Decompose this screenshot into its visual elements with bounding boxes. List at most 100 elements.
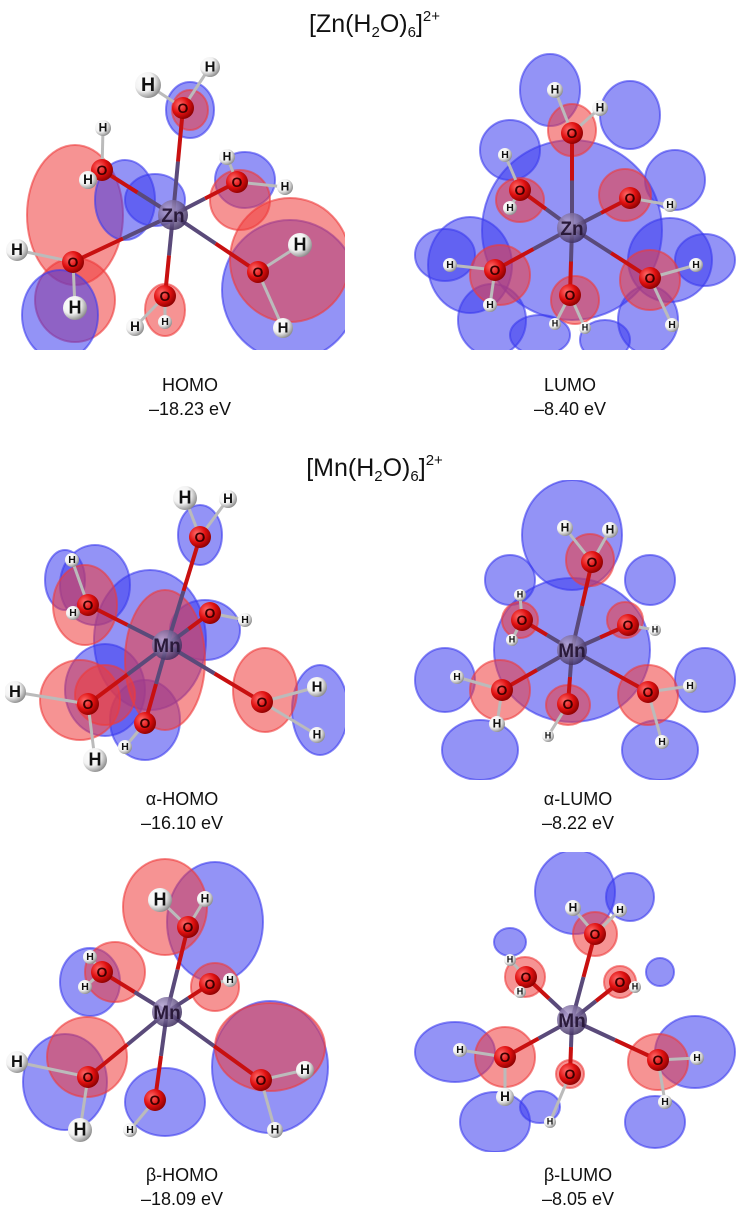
hydrogen-symbol: H xyxy=(693,1052,701,1064)
hydrogen-symbol: H xyxy=(446,259,454,271)
zn-complex-title: [Zn(H2O)6]2+ xyxy=(308,8,441,41)
oxygen-atom xyxy=(561,122,583,144)
negative-lobe xyxy=(645,957,675,987)
hydrogen-symbol: H xyxy=(99,121,108,135)
hydrogen-atom xyxy=(288,233,312,257)
hydrogen-symbol: H xyxy=(517,590,524,600)
hydrogen-symbol: H xyxy=(652,625,659,635)
oxygen-symbol: O xyxy=(500,1049,511,1065)
hydrogen-symbol: H xyxy=(456,1044,464,1056)
negative-lobe xyxy=(479,119,541,181)
metal-atom xyxy=(557,1005,587,1035)
hydrogen-symbol: H xyxy=(661,1096,669,1108)
negative-lobe xyxy=(441,719,519,780)
hydrogen-atom xyxy=(592,100,608,116)
oxygen-atom xyxy=(91,961,113,983)
hydrogen-atom xyxy=(489,716,505,732)
hydrogen-symbol: H xyxy=(179,487,192,507)
negative-lobe xyxy=(459,1091,531,1152)
hydrogen-symbol: H xyxy=(9,683,21,701)
oxygen-hydrogen-bond xyxy=(16,1060,89,1079)
negative-lobe xyxy=(624,554,676,606)
negative-lobe xyxy=(621,719,699,780)
orbital-lobes xyxy=(22,858,329,1137)
hydrogen-atom xyxy=(547,82,563,98)
oxygen-hydrogen-bond xyxy=(14,690,89,706)
hydrogen-symbol: H xyxy=(453,671,461,683)
zn-homo-energy: –18.23 eV xyxy=(148,399,232,419)
hydrogen-symbol: H xyxy=(223,491,233,506)
hydrogen-symbol: H xyxy=(74,1119,87,1139)
oxygen-atom xyxy=(584,923,606,945)
hydrogen-symbol: H xyxy=(552,319,559,329)
oxygen-symbol: O xyxy=(590,926,601,942)
hydrogen-symbol: H xyxy=(161,316,169,328)
hydrogen-symbol: H xyxy=(616,904,624,916)
hydrogen-symbol: H xyxy=(83,172,93,187)
positive-lobe xyxy=(124,589,206,731)
hydrogen-atom xyxy=(443,258,457,272)
hydrogen-symbol: H xyxy=(509,635,516,645)
hydrogen-symbol: H xyxy=(507,955,514,965)
hydrogen-atom xyxy=(689,258,703,272)
negative-lobe xyxy=(493,927,527,957)
oxygen-atom xyxy=(619,187,641,209)
hydrogen-symbol: H xyxy=(486,299,494,311)
hydrogen-symbol: H xyxy=(121,741,129,753)
hydrogen-atom xyxy=(273,318,293,338)
hydrogen-atom xyxy=(498,148,512,162)
hydrogen-atom xyxy=(118,740,132,754)
hydrogen-atom xyxy=(549,318,561,330)
hydrogen-symbol: H xyxy=(686,680,694,692)
oxygen-symbol: O xyxy=(205,976,216,992)
oxygen-atom xyxy=(172,97,194,119)
zn-homo-panel: Zn O O O O O O H H H H H H H H H H H H xyxy=(5,50,345,350)
metal-symbol: Zn xyxy=(161,206,184,227)
negative-lobe xyxy=(414,228,476,282)
oxygen-symbol: O xyxy=(515,182,526,198)
oxygen-symbol: O xyxy=(565,1066,576,1082)
hydrogen-atom xyxy=(514,986,526,998)
oxygen-atom xyxy=(581,551,603,573)
hydrogen-atom xyxy=(506,634,518,646)
oxygen-symbol: O xyxy=(160,288,171,304)
oxygen-atom xyxy=(199,602,221,624)
mn-beta-homo-panel: Mn O O O O O O H H H H H H H H H H xyxy=(5,852,345,1152)
hydrogen-atom xyxy=(565,900,581,916)
mn-alpha-lumo-panel: Mn O O O O O O H H H H H H H H H H xyxy=(400,480,740,780)
zn-lumo-label: LUMO xyxy=(543,375,596,395)
hydrogen-atom xyxy=(5,681,26,703)
hydrogen-atom xyxy=(496,1088,514,1106)
hydrogen-atom xyxy=(6,1051,28,1073)
hydrogen-atom xyxy=(557,520,573,536)
oxygen-symbol: O xyxy=(253,264,264,280)
oxygen-atom xyxy=(647,1049,669,1071)
metal-atom xyxy=(557,213,587,243)
hydrogen-symbol: H xyxy=(547,1117,554,1127)
oxygen-symbol: O xyxy=(150,1092,161,1108)
mn-alpha-homo-panel: Mn O O O O O O H H H H H H H H H H xyxy=(5,480,345,780)
zn-lumo-panel: Zn O O O O O O H H H H H H H H H H H xyxy=(400,50,740,350)
hydrogen-atom xyxy=(514,589,526,601)
oxygen-atom xyxy=(491,679,513,701)
hydrogen-atom xyxy=(453,1043,467,1057)
oxygen-atom xyxy=(154,285,176,307)
negative-lobe xyxy=(21,269,99,350)
oxygen-symbol: O xyxy=(653,1052,664,1068)
mn-beta-lumo-label: β-LUMO xyxy=(543,1165,613,1185)
negative-lobe xyxy=(674,647,736,713)
hydrogen-atom xyxy=(663,198,677,212)
metal-atom xyxy=(152,630,182,660)
hydrogen-symbol: H xyxy=(271,1123,280,1137)
hydrogen-symbol: H xyxy=(582,323,589,333)
hydrogen-atom xyxy=(219,490,237,508)
mn-complex-title: [Mn(H2O)6]2+ xyxy=(306,452,443,485)
hydrogen-atom xyxy=(83,950,97,964)
oxygen-atom xyxy=(77,1066,99,1088)
hydrogen-symbol: H xyxy=(606,523,615,537)
hydrogen-symbol: H xyxy=(226,974,234,986)
hydrogen-atom xyxy=(267,1122,283,1138)
negative-lobe xyxy=(605,872,655,922)
